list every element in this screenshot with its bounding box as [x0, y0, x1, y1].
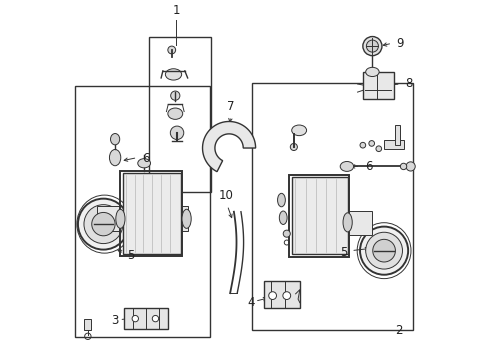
- Circle shape: [168, 46, 175, 54]
- Ellipse shape: [277, 193, 285, 207]
- Circle shape: [376, 146, 382, 152]
- Ellipse shape: [343, 213, 352, 232]
- Polygon shape: [202, 121, 256, 172]
- Circle shape: [283, 292, 291, 300]
- Circle shape: [406, 162, 415, 171]
- Circle shape: [92, 212, 115, 236]
- Circle shape: [78, 199, 129, 249]
- Ellipse shape: [138, 159, 150, 168]
- Bar: [84, 319, 92, 330]
- Bar: [384, 140, 404, 149]
- Text: 10: 10: [219, 189, 233, 202]
- Circle shape: [84, 204, 123, 244]
- Text: 6: 6: [142, 152, 149, 165]
- Ellipse shape: [111, 134, 120, 145]
- Circle shape: [269, 292, 276, 300]
- Bar: [289, 175, 349, 257]
- Text: 7: 7: [227, 100, 235, 113]
- Circle shape: [367, 40, 378, 52]
- Text: 9: 9: [396, 37, 404, 50]
- Ellipse shape: [116, 209, 125, 228]
- Circle shape: [132, 315, 139, 322]
- Ellipse shape: [366, 67, 379, 77]
- Text: 4: 4: [247, 296, 254, 309]
- Ellipse shape: [165, 69, 182, 80]
- Text: 3: 3: [111, 314, 119, 327]
- Circle shape: [373, 239, 395, 262]
- Circle shape: [171, 91, 180, 100]
- Ellipse shape: [182, 209, 191, 228]
- Text: 5: 5: [127, 249, 135, 262]
- Ellipse shape: [292, 125, 307, 136]
- Circle shape: [290, 143, 297, 150]
- Bar: [149, 37, 211, 192]
- Bar: [252, 82, 413, 330]
- Circle shape: [283, 230, 290, 237]
- Bar: [264, 281, 300, 308]
- Bar: [292, 177, 347, 254]
- Bar: [123, 173, 181, 254]
- Circle shape: [366, 232, 402, 269]
- Bar: [75, 86, 210, 337]
- Bar: [121, 171, 182, 256]
- Text: 5: 5: [340, 246, 347, 258]
- Text: 1: 1: [172, 4, 180, 17]
- Circle shape: [171, 126, 184, 140]
- Circle shape: [400, 163, 407, 170]
- Bar: [395, 125, 400, 145]
- Text: 6: 6: [365, 160, 372, 173]
- Text: 8: 8: [405, 77, 413, 90]
- Bar: [181, 206, 188, 231]
- Ellipse shape: [340, 162, 354, 171]
- Ellipse shape: [168, 108, 183, 120]
- Bar: [124, 308, 168, 329]
- Ellipse shape: [279, 211, 287, 225]
- Circle shape: [369, 141, 374, 146]
- Bar: [347, 211, 372, 235]
- Bar: [98, 206, 121, 231]
- Circle shape: [363, 37, 382, 56]
- Text: 2: 2: [395, 324, 403, 337]
- Circle shape: [360, 226, 408, 275]
- Bar: [363, 72, 393, 99]
- Circle shape: [152, 315, 159, 322]
- Ellipse shape: [109, 149, 121, 166]
- Circle shape: [360, 142, 366, 148]
